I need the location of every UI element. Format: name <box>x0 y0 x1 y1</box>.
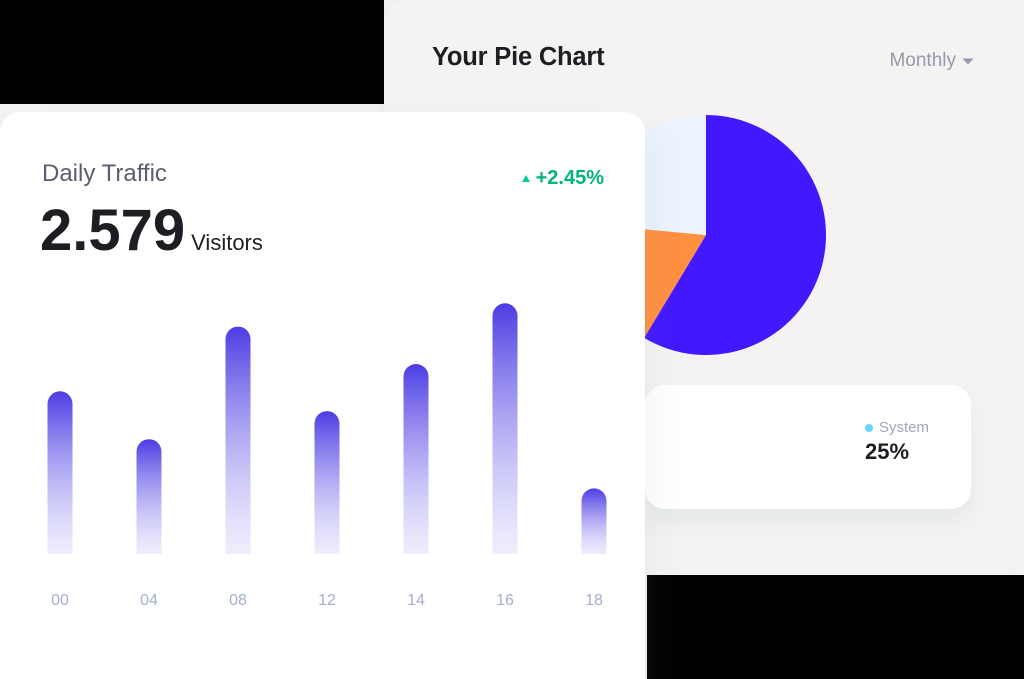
svg-text:04: 04 <box>140 592 158 609</box>
svg-text:18: 18 <box>585 592 603 609</box>
svg-text:08: 08 <box>229 592 247 609</box>
svg-text:00: 00 <box>51 592 69 609</box>
svg-text:16: 16 <box>496 592 514 609</box>
svg-text:14: 14 <box>407 592 425 609</box>
svg-text:12: 12 <box>318 592 336 609</box>
